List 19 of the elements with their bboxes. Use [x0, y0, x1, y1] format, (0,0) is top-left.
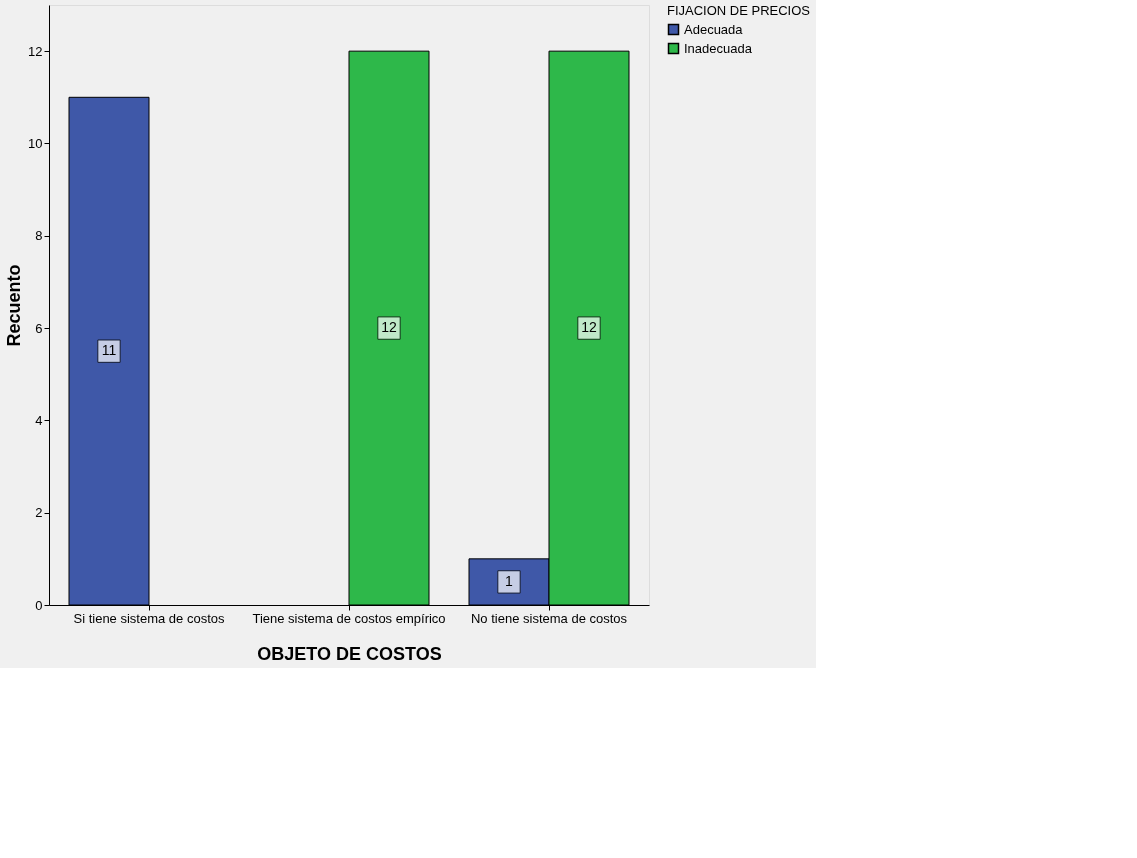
x-axis-title: OBJETO DE COSTOS [257, 643, 442, 664]
data-label: 11 [101, 342, 117, 359]
x-tick-label: Si tiene sistema de costos [73, 610, 225, 626]
data-label: 1 [505, 572, 514, 589]
x-tick-label: No tiene sistema de costos [470, 610, 628, 626]
x-tick-label: Tiene sistema de costos empírico [252, 610, 446, 626]
y-tick-label: 0 [35, 597, 43, 613]
legend-label: Inadecuada [684, 40, 753, 56]
y-tick-label: 4 [35, 412, 43, 428]
data-label: 12 [381, 319, 397, 336]
legend-label: Adecuada [684, 21, 744, 37]
y-tick-label: 8 [35, 228, 43, 244]
legend-title: FIJACION DE PRECIOS [667, 3, 811, 18]
data-label: 12 [581, 319, 597, 336]
y-tick-label: 12 [28, 43, 43, 59]
y-axis-title: Recuento [4, 264, 25, 347]
y-tick-label: 10 [28, 135, 43, 151]
y-tick-label: 6 [35, 320, 43, 336]
y-tick-label: 2 [35, 505, 43, 521]
